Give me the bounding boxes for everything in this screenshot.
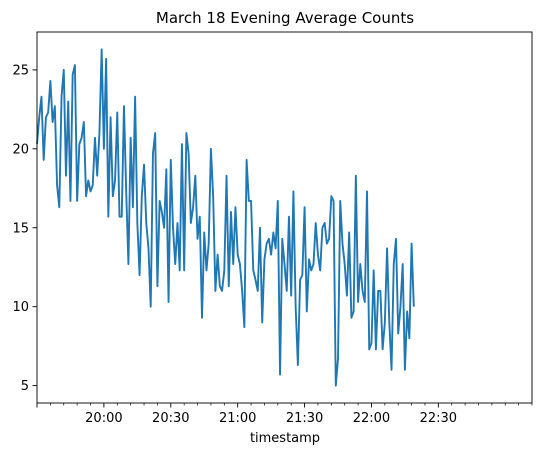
x-tick-label: 22:30 (420, 411, 457, 426)
x-axis-label: timestamp (250, 431, 320, 446)
x-tick-label: 22:00 (353, 411, 390, 426)
x-tick-label: 20:30 (152, 411, 189, 426)
x-tick-label: 20:00 (85, 411, 122, 426)
y-tick-label: 15 (12, 221, 29, 236)
x-tick-label: 21:30 (286, 411, 323, 426)
y-axis: 5 10 15 20 25 (12, 63, 37, 394)
x-tick-label: 21:00 (219, 411, 256, 426)
y-tick-label: 10 (12, 300, 29, 315)
series-layer (36, 48, 415, 387)
x-axis: 20:00 20:30 21:00 21:30 22:00 22:30 (36, 403, 533, 426)
series-line (36, 48, 415, 387)
chart-title: March 18 Evening Average Counts (156, 9, 414, 27)
plot-frame (36, 31, 533, 404)
y-tick-label: 5 (21, 379, 29, 394)
y-tick-label: 20 (12, 142, 29, 157)
y-tick-label: 25 (12, 63, 29, 78)
